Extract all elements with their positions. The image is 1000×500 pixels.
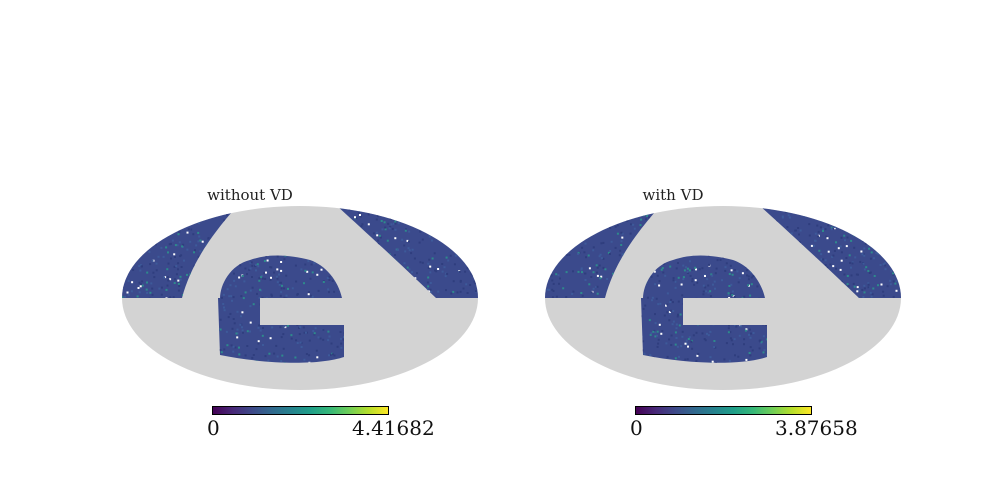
colorbar xyxy=(635,406,812,415)
map-title: without VD xyxy=(207,186,293,204)
map-panel-with-vd: with VD 0 3.87658 xyxy=(423,0,923,500)
mollweide-sky-map xyxy=(122,206,478,390)
colorbar-min-label: 0 xyxy=(630,416,643,440)
colorbar-max-label: 4.41682 xyxy=(352,416,435,440)
colorbar-max-label: 3.87658 xyxy=(775,416,858,440)
map-panel-without-vd: without VD 0 4.41682 xyxy=(122,186,478,440)
map-title: with VD xyxy=(642,186,704,204)
colorbar-min-label: 0 xyxy=(207,416,220,440)
mollweide-sky-map xyxy=(545,206,901,390)
colorbar xyxy=(212,406,389,415)
